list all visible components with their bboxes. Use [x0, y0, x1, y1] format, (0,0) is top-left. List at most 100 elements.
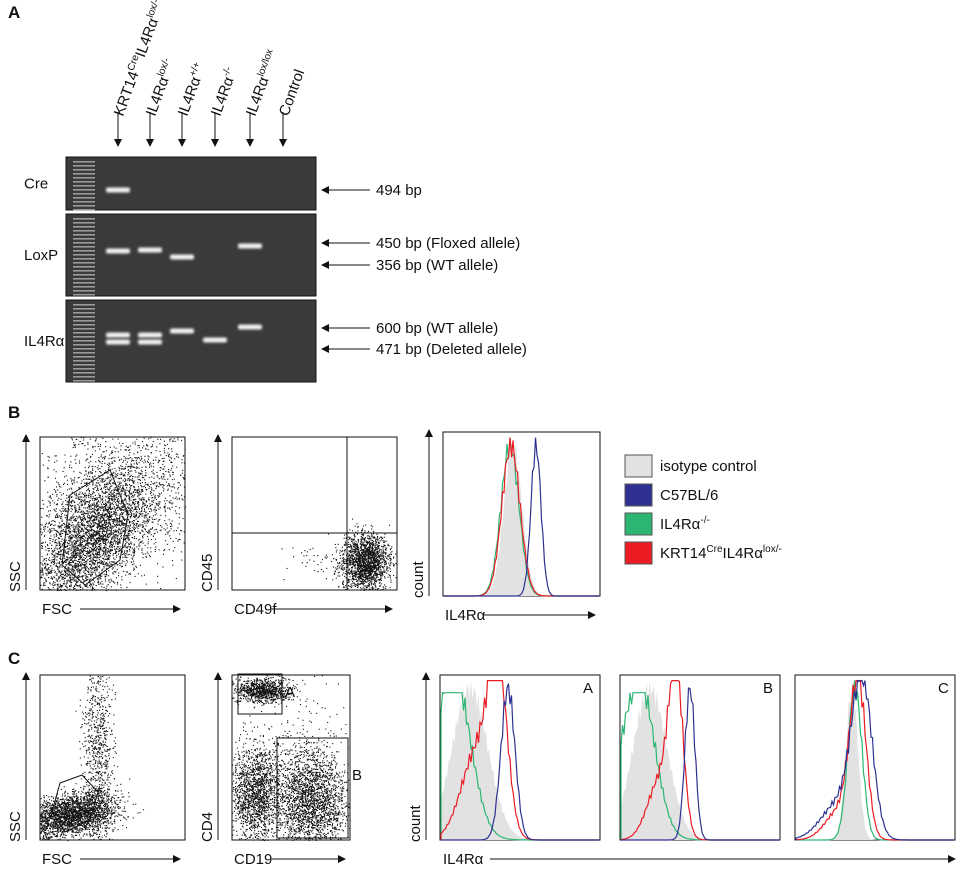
- isotype-histogram: [441, 680, 599, 840]
- histogram: [444, 437, 599, 597]
- histogram: [795, 679, 954, 841]
- ladder-band: [73, 286, 95, 288]
- legend-swatch: [624, 512, 653, 536]
- band-size-label: 471 bp (Deleted allele): [376, 341, 527, 358]
- axis-label: SSC: [7, 561, 24, 592]
- ladder-band: [73, 222, 95, 224]
- band-size-label: 494 bp: [376, 182, 422, 199]
- ladder-band: [73, 230, 95, 232]
- ladder-band: [73, 181, 95, 183]
- plot-frame: [794, 674, 956, 841]
- gel-band: [106, 248, 130, 254]
- superscript: -/-: [700, 515, 709, 526]
- ladder-band: [73, 320, 95, 322]
- panel-label: C: [8, 649, 20, 668]
- ladder-band: [73, 364, 95, 366]
- superscript: +/+: [188, 61, 203, 78]
- gel-row-label: LoxP: [24, 247, 58, 264]
- legend-swatch: [624, 454, 653, 478]
- axis-label: IL4Rα: [443, 851, 484, 868]
- superscript: Cre: [126, 53, 142, 72]
- histogram-label: B: [763, 680, 773, 697]
- gel-row-label: IL4Rα: [24, 333, 65, 350]
- ladder-band: [73, 238, 95, 240]
- isotype-histogram: [621, 680, 779, 840]
- text-part: IL4Rα: [208, 74, 238, 118]
- gel-band: [238, 243, 262, 249]
- ladder-band: [73, 308, 95, 310]
- superscript: Cre: [706, 544, 723, 555]
- plot-frame: [231, 674, 351, 841]
- histogram-label: A: [583, 680, 593, 697]
- axis-label: IL4Rα: [445, 607, 486, 624]
- ladder-band: [73, 250, 95, 252]
- band-size-label: 356 bp (WT allele): [376, 257, 498, 274]
- text-part: IL4Rα: [243, 74, 273, 118]
- ladder-band: [73, 262, 95, 264]
- ladder-band: [73, 376, 95, 378]
- axis-label: SSC: [7, 811, 24, 842]
- axis-label: CD4: [199, 812, 216, 842]
- legend-label: isotype control: [660, 458, 757, 475]
- ladder-band: [73, 290, 95, 292]
- gel-band: [106, 339, 130, 345]
- histogram: [441, 683, 599, 841]
- ladder-band: [73, 274, 95, 276]
- ladder-band: [73, 344, 95, 346]
- superscript: lox/-: [156, 57, 173, 79]
- text-part: Control: [276, 67, 309, 118]
- plot-frame: [39, 436, 186, 591]
- ladder-band: [73, 368, 95, 370]
- band-size-label: 600 bp (WT allele): [376, 320, 498, 337]
- ladder-band: [73, 278, 95, 280]
- dot-layer: [40, 437, 398, 842]
- gel: [65, 156, 317, 211]
- isotype-histogram: [796, 682, 954, 840]
- ladder-band: [73, 328, 95, 330]
- ladder-band: [73, 254, 95, 256]
- ladder-band: [73, 266, 95, 268]
- gel-band: [106, 187, 130, 193]
- plot-frame: [39, 674, 186, 841]
- plot-frame: [231, 436, 398, 591]
- ladder-band: [73, 270, 95, 272]
- gate-label: A: [285, 684, 295, 701]
- gel-band: [203, 337, 227, 343]
- axis-label: CD19: [234, 851, 272, 868]
- ladder-band: [73, 352, 95, 354]
- gel-row-label: Cre: [24, 176, 48, 193]
- lane-label: IL4Rα-/-: [207, 65, 241, 118]
- ladder-band: [73, 360, 95, 362]
- legend-label: C57BL/6: [660, 487, 718, 504]
- text-part: KRT14: [111, 69, 143, 118]
- text-part: C57BL/6: [660, 487, 718, 504]
- text-part: IL4Rα: [660, 516, 701, 533]
- ladder-band: [73, 304, 95, 306]
- ladder-band: [73, 246, 95, 248]
- gel-band: [170, 328, 194, 334]
- band-size-label: 450 bp (Floxed allele): [376, 235, 520, 252]
- superscript: -/-: [221, 65, 235, 78]
- histogram: [621, 687, 779, 841]
- panel-label: B: [8, 403, 20, 422]
- text-part: IL4Rα: [132, 16, 162, 60]
- ladder-band: [73, 258, 95, 260]
- text-part: IL4Rα: [143, 74, 173, 118]
- ladder-band: [73, 332, 95, 334]
- legend-swatch: [624, 541, 653, 565]
- ladder-band: [73, 197, 95, 199]
- legend-label: IL4Rα-/-: [660, 515, 710, 533]
- ladder-band: [73, 185, 95, 187]
- lane-label: IL4Rαlox/lox: [242, 48, 282, 119]
- axis-label: count: [407, 804, 424, 842]
- ladder-band: [73, 356, 95, 358]
- lane-label: Control: [276, 67, 309, 118]
- ladder-band: [73, 161, 95, 163]
- ladder-band: [73, 282, 95, 284]
- ladder-band: [73, 177, 95, 179]
- gel-band: [138, 247, 162, 253]
- gel: [65, 299, 317, 383]
- lane-label: IL4Rαlox/-: [142, 57, 179, 119]
- axis-label: count: [410, 560, 427, 598]
